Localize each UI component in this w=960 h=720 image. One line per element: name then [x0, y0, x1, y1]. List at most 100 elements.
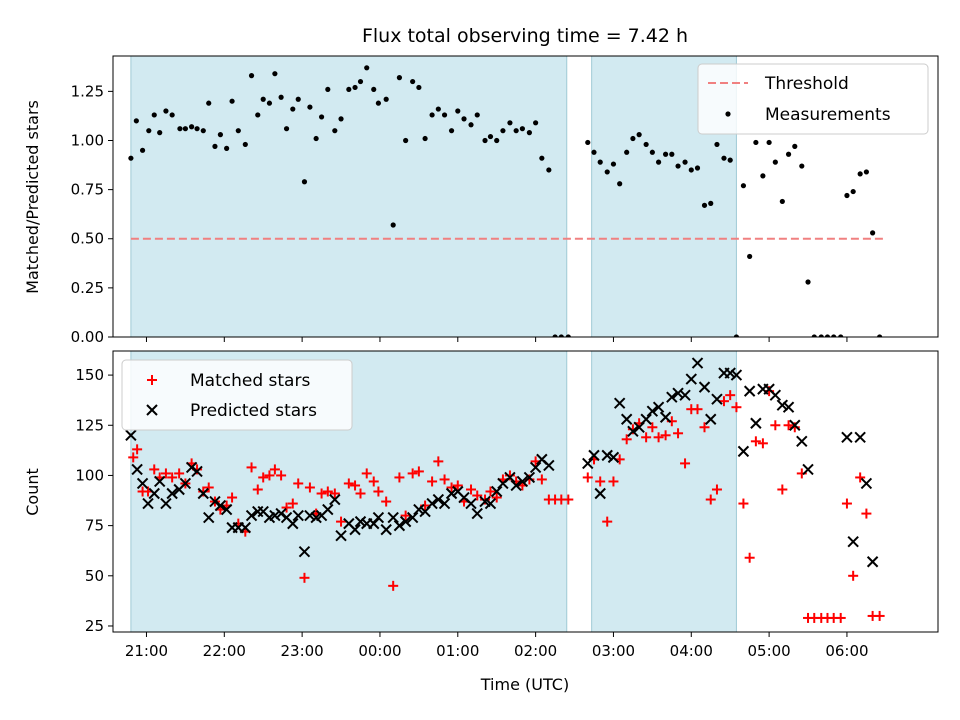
- bottom-point-0-71: [582, 472, 593, 483]
- bottom-point-1-11: [191, 465, 203, 478]
- bottom-point-0-34: [329, 488, 340, 499]
- bottom-point-1-33: [322, 503, 334, 516]
- bottom-point-1-2: [136, 477, 149, 490]
- top-point-0-43: [390, 222, 396, 228]
- x-b: [750, 417, 762, 429]
- bottom-point-1-42: [380, 523, 392, 536]
- top-point-0-24: [272, 71, 278, 77]
- x-b: [607, 451, 620, 464]
- bottom-point-1-97: [769, 389, 782, 401]
- legend-predicted-label: Predicted stars: [190, 401, 317, 421]
- bottom-point-0-110: [835, 612, 846, 623]
- x-b: [536, 453, 548, 466]
- top-point-0-95: [740, 183, 747, 189]
- bottom-point-1-82: [672, 387, 684, 399]
- bottom-point-1-71: [601, 449, 613, 462]
- top-point-0-33: [325, 86, 331, 93]
- bottom-point-1-38: [354, 515, 367, 528]
- top-legend: Threshold Measurements: [697, 63, 929, 135]
- top-point-0-36: [346, 86, 352, 93]
- x-b: [426, 497, 438, 510]
- top-point-0-9: [182, 126, 188, 132]
- top-point-0-71: [585, 139, 591, 146]
- x-b: [387, 511, 399, 524]
- x-b: [529, 461, 542, 474]
- top-point-0-2: [139, 147, 146, 153]
- bottom-point-0-17: [227, 492, 238, 503]
- x-b: [354, 515, 367, 528]
- top-point-0-31: [313, 135, 319, 142]
- bottom-point-1-92: [737, 445, 750, 458]
- top-point-0-105: [805, 279, 811, 285]
- x-b: [220, 503, 233, 516]
- top-point-0-40: [371, 86, 377, 93]
- bottom-panel: 25 50 75 100 125 150 21:00 22:00 23:00 00:00 01:00…: [75, 350, 939, 660]
- bottom-ytick-label-1: 50: [85, 567, 104, 585]
- top-point-0-73: [597, 159, 603, 165]
- bottom-point-1-34: [329, 493, 341, 506]
- top-point-0-91: [714, 141, 720, 148]
- bottom-point-1-1: [131, 463, 143, 476]
- x-b: [698, 381, 711, 393]
- x-b: [292, 509, 304, 522]
- bottom-point-1-98: [776, 399, 789, 411]
- top-point-0-97: [753, 139, 759, 146]
- bottom-point-0-55: [466, 484, 477, 495]
- top-point-0-69: [558, 334, 564, 337]
- xtick-label-2: 23:00: [281, 642, 324, 660]
- bottom-point-1-12: [197, 487, 209, 500]
- x-axis-label: Time (UTC): [480, 675, 569, 694]
- x-b: [847, 535, 859, 548]
- bottom-point-1-99: [782, 401, 795, 413]
- bottom-point-0-103: [789, 422, 800, 433]
- bottom-point-0-0: [128, 452, 139, 463]
- bottom-point-1-37: [349, 523, 361, 536]
- bottom-point-1-106: [860, 477, 873, 490]
- legend-matched-swatch: [147, 375, 157, 385]
- xtick-label-0: 21:00: [125, 642, 168, 660]
- bottom-point-0-51: [439, 474, 450, 485]
- x-b: [743, 385, 756, 397]
- top-point-0-22: [260, 96, 266, 102]
- bottom-point-0-116: [874, 610, 885, 621]
- bottom-point-0-27: [287, 498, 298, 509]
- bottom-point-0-111: [841, 498, 852, 509]
- top-point-0-85: [675, 163, 681, 169]
- bottom-point-1-16: [220, 503, 233, 516]
- top-point-0-5: [157, 130, 163, 136]
- top-point-0-89: [701, 202, 708, 208]
- x-b: [257, 505, 269, 518]
- bottom-point-0-21: [252, 484, 263, 495]
- bottom-point-1-25: [275, 507, 287, 520]
- x-b: [458, 491, 470, 504]
- x-b: [465, 497, 477, 510]
- bottom-point-1-20: [245, 509, 258, 522]
- top-point-0-50: [435, 106, 441, 112]
- top-point-0-110: [838, 334, 844, 337]
- x-b: [335, 529, 347, 542]
- bottom-ytick-label-0: 25: [85, 617, 104, 635]
- bottom-point-0-22: [258, 472, 269, 483]
- top-point-0-18: [235, 128, 241, 134]
- bottom-point-0-81: [647, 422, 658, 433]
- x-b: [136, 477, 149, 490]
- bottom-point-0-88: [692, 404, 703, 415]
- bottom-point-1-73: [613, 397, 626, 409]
- top-point-0-42: [383, 96, 389, 102]
- top-point-0-17: [229, 98, 235, 104]
- bottom-point-1-49: [426, 497, 438, 510]
- x-b: [304, 509, 316, 522]
- bottom-point-1-30: [304, 509, 316, 522]
- top-point-0-92: [721, 155, 727, 161]
- top-point-0-86: [682, 159, 688, 165]
- bottom-point-1-93: [743, 385, 756, 397]
- x-b: [275, 507, 287, 520]
- bottom-point-1-19: [239, 521, 252, 534]
- bottom-point-1-15: [214, 499, 227, 512]
- bottom-point-0-80: [641, 432, 652, 443]
- x-b: [769, 389, 782, 401]
- bottom-point-0-26: [281, 502, 292, 513]
- bottom-point-0-85: [673, 428, 684, 439]
- bottom-point-1-29: [298, 546, 311, 558]
